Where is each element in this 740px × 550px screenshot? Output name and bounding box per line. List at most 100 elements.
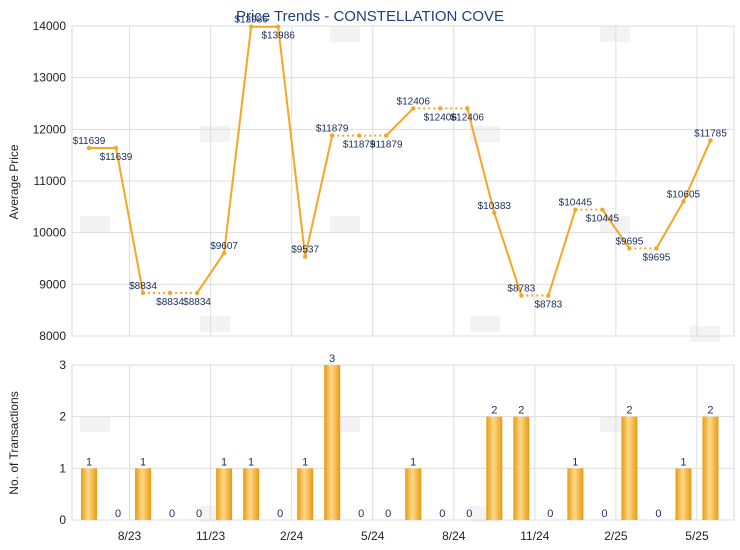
price-tick-label: 8000 [39,329,66,343]
price-point [194,290,200,296]
price-point-label: $10605 [667,189,701,200]
transaction-count-label: 1 [302,456,308,468]
watermark-mark [470,316,500,332]
price-tick-label: 11000 [34,174,67,188]
transactions-tick-label: 1 [59,461,66,475]
price-point-label: $8834 [156,297,184,308]
price-point-label: $8834 [183,297,211,308]
x-tick-label: 8/24 [442,529,466,543]
x-tick-label: 11/23 [196,529,225,543]
transaction-count-label: 0 [169,508,175,520]
x-tick-label: 2/25 [604,529,628,543]
transaction-count-label: 1 [410,456,416,468]
price-line-segment [223,26,253,254]
price-point [248,24,254,29]
axes: 80009000100001100012000130001400001238/2… [33,19,709,543]
watermark-mark [200,316,230,332]
price-point [708,138,713,143]
price-point-label: $11639 [100,152,133,163]
price-point-label: $12406 [397,96,431,107]
price-point [627,246,632,251]
transaction-bar [513,416,530,520]
price-axis-label: Average Price [7,144,21,219]
transaction-count-label: 1 [248,456,254,468]
transaction-bar [135,468,152,520]
x-tick-label: 5/24 [361,529,385,543]
price-point [681,199,686,204]
watermark-layer [80,26,720,522]
watermark-mark [200,126,230,142]
watermark-mark [80,416,110,432]
price-point [167,290,173,296]
transaction-count-label: 1 [680,456,686,468]
price-line-segment [304,135,334,257]
price-line-segment [277,26,307,257]
transaction-bar [297,468,314,520]
price-point [113,145,119,151]
price-line-segment [682,140,712,202]
price-point [329,133,335,138]
price-point [519,293,524,298]
transaction-count-label: 0 [277,508,283,520]
transaction-bar [216,468,233,520]
watermark-mark [80,216,110,232]
price-tick-label: 12000 [33,122,67,136]
transaction-count-label: 1 [221,456,227,468]
price-point-label: $9537 [291,245,319,256]
price-point-label: $11639 [73,136,106,147]
price-point [357,133,362,138]
price-point-label: $9695 [643,252,671,263]
watermark-mark [600,26,630,42]
price-line-segment [196,252,225,294]
price-line-segment [385,107,414,137]
price-point [384,133,389,138]
transactions-axis-label: No. of Transactions [7,391,21,494]
price-point [221,250,227,256]
price-point [546,293,551,298]
transaction-count-label: 2 [491,405,497,417]
transaction-count-label: 2 [626,405,632,417]
price-point-label: $11879 [316,124,349,135]
price-point [654,246,659,251]
price-point-label: $10445 [586,214,620,225]
transaction-bars: 1 0 1 0 0 1 1 0 1 3 0 0 1 0 0 2 2 0 1 0 2 0 1 2 [81,353,719,520]
transactions-tick-label: 0 [59,513,66,527]
transaction-bar [486,416,503,520]
data-labels: $11639$11639$8834$8834 $8834$9607$13986$1… [73,15,728,311]
transaction-count-label: 2 [707,405,713,417]
watermark-mark [470,126,500,142]
transaction-bar [81,468,97,520]
price-point-label: $12406 [424,112,458,123]
transaction-count-label: 1 [86,456,92,468]
price-point [573,207,578,212]
transaction-count-label: 0 [115,508,121,520]
x-tick-label: 11/24 [520,529,549,543]
price-line-segment [655,200,685,249]
price-point [275,24,281,29]
transaction-bar [567,468,584,520]
price-point-label: $13986 [261,31,295,42]
price-tick-label: 9000 [39,277,66,291]
x-tick-label: 2/24 [280,529,304,543]
price-line-segment [601,209,631,249]
price-tick-label: 10000 [33,226,67,240]
transaction-count-label: 0 [358,508,364,520]
transaction-count-label: 0 [439,508,445,520]
transaction-bar [243,468,260,520]
price-tick-label: 13000 [33,71,67,85]
price-line-segment [547,209,577,296]
price-point [600,207,605,212]
price-point-label: $10445 [559,198,593,209]
transaction-count-label: 0 [601,508,607,520]
price-point-label: $8783 [534,300,562,311]
transaction-count-label: 0 [466,508,472,520]
transaction-bar [405,468,422,520]
price-point-label: $11785 [694,128,727,139]
price-line-segment [493,212,523,296]
price-point-label: $11879 [370,140,403,151]
price-grid [71,25,735,337]
price-point [140,290,146,296]
transaction-count-label: 1 [572,456,578,468]
transaction-count-label: 1 [140,456,146,468]
